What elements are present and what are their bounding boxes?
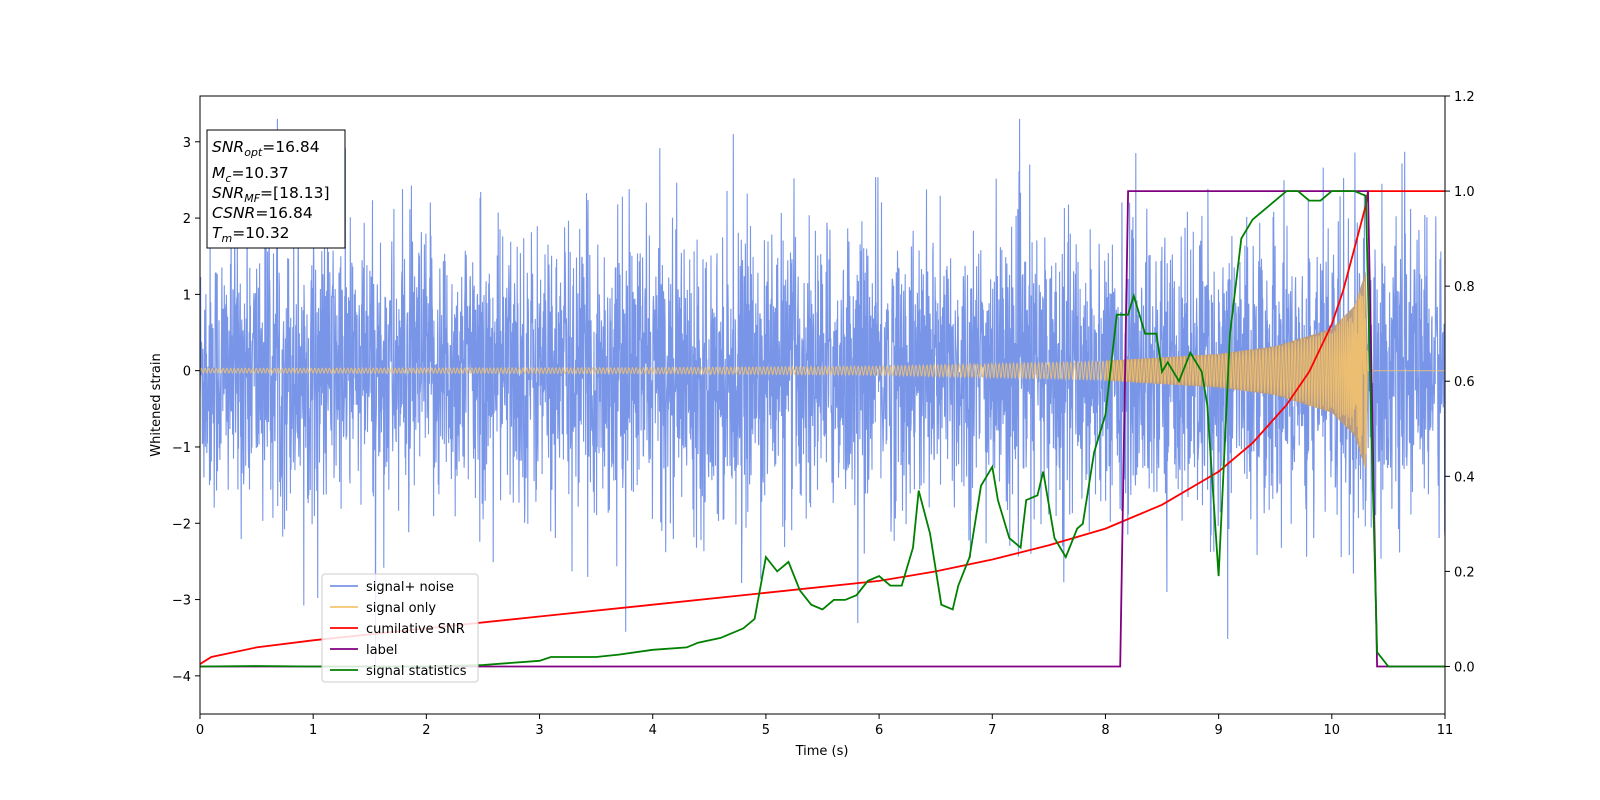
signal-noise-line (200, 118, 1445, 668)
y2-tick-label: 1.2 (1454, 90, 1475, 105)
x-tick-label: 8 (1101, 723, 1109, 738)
legend-label: label (366, 643, 397, 658)
x-tick-label: 4 (649, 723, 657, 738)
y-tick-label: 1 (183, 288, 191, 303)
y2-tick-label: 0.2 (1454, 565, 1475, 580)
legend-label: cumilative SNR (366, 622, 465, 637)
signal-noise-series (200, 118, 1445, 668)
annotation-line: SNRopt=16.84 (212, 138, 320, 159)
y-tick-label: 3 (183, 136, 191, 151)
x-tick-label: 6 (875, 723, 883, 738)
x-tick-label: 1 (309, 723, 317, 738)
y-tick-label: −4 (172, 670, 191, 685)
y2-tick-label: 0.0 (1454, 660, 1475, 675)
legend-label: signal statistics (366, 664, 467, 679)
y-tick-label: 0 (183, 365, 191, 380)
y-tick-label: −1 (172, 441, 191, 456)
legend: signal+ noise signal only cumilative SNR la… (321, 573, 479, 683)
plot-frame (199, 95, 1446, 715)
y-tick-label: 2 (183, 212, 191, 227)
signal-only-series (200, 271, 1445, 470)
annotation-line: Mc=10.37 (212, 164, 289, 185)
legend-label: signal+ noise (366, 580, 454, 595)
x-tick-label: 11 (1437, 723, 1454, 738)
y-tick-label: −2 (172, 517, 191, 532)
annotation-line: SNRMF=[18.13] (212, 184, 330, 205)
y2-tick-label: 0.8 (1454, 280, 1475, 295)
y-tick-label: −3 (172, 594, 191, 609)
x-tick-label: 2 (422, 723, 430, 738)
x-tick-label: 9 (1214, 723, 1222, 738)
axes: 0 1 2 3 4 5 6 7 8 9 10 11 −4 −3 −2 −1 0 1 2 3 0.0 0.2 0.4 0.6 0.… (172, 90, 1475, 738)
annotation-box: SNRopt=16.84 Mc=10.37SNRMF=[18.13]CSNR=16… (206, 129, 346, 249)
y2-tick-label: 0.6 (1454, 375, 1475, 390)
x-tick-label: 0 (196, 723, 204, 738)
x-tick-label: 7 (988, 723, 996, 738)
annotation-line: Tm=10.32 (212, 224, 290, 245)
x-tick-label: 5 (762, 723, 770, 738)
y2-tick-label: 0.4 (1454, 470, 1475, 485)
annotation-line: CSNR=16.84 (212, 204, 313, 222)
x-tick-label: 3 (535, 723, 543, 738)
x-axis-label: Time (s) (795, 744, 849, 759)
x-tick-label: 10 (1324, 723, 1341, 738)
y-axis-label: Whitened strain (149, 353, 164, 456)
y2-tick-label: 1.0 (1454, 185, 1475, 200)
signal-statistics-line (200, 190, 1445, 668)
legend-label: signal only (366, 601, 436, 616)
signal-only-line (200, 281, 1445, 467)
